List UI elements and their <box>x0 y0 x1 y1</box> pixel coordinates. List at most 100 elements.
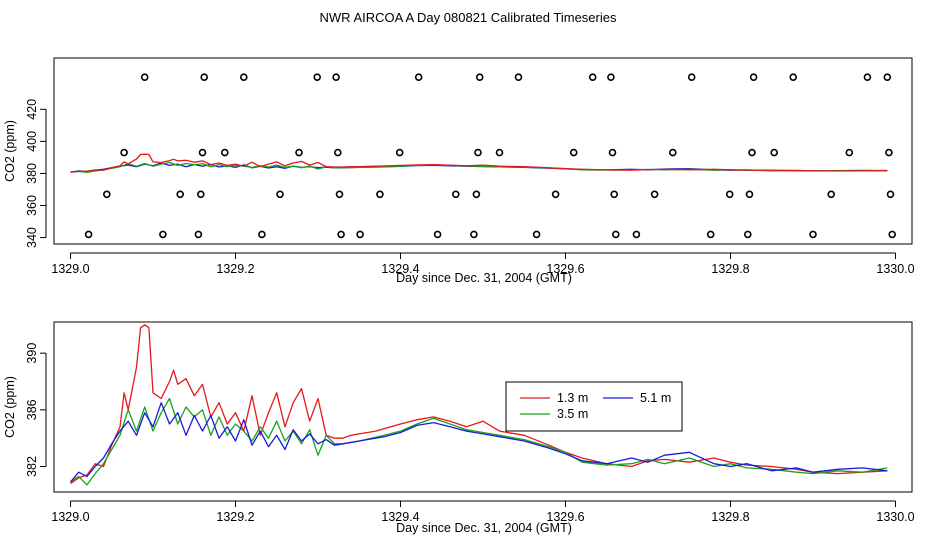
top-x-axis-label: Day since Dec. 31, 2004 (GMT) <box>396 271 572 285</box>
calibration-point <box>551 190 560 199</box>
calibration-point <box>474 148 482 157</box>
top-x-tick-label: 1329.6 <box>546 262 584 276</box>
top-series-lines <box>70 153 888 173</box>
calibration-point <box>332 73 340 81</box>
calibration-point <box>433 230 442 239</box>
calibration-point <box>610 190 619 199</box>
calibration-point <box>475 73 484 81</box>
top-plot-frame <box>53 57 913 245</box>
calibration-point <box>276 190 284 199</box>
bottom-x-tick-label: 1329.4 <box>381 510 419 524</box>
bottom-y-axis-label: CO2 (ppm) <box>3 376 17 438</box>
calibration-point <box>706 230 715 239</box>
legend-label-3-5m: 3.5 m <box>557 407 588 421</box>
top-y-tick-label: 360 <box>25 195 39 216</box>
calibration-point <box>198 148 207 157</box>
calibration-point <box>749 73 758 81</box>
bottom-y-tick-label: 382 <box>25 456 39 477</box>
calibration-point <box>258 230 266 239</box>
top-y-tick-label: 420 <box>25 99 39 120</box>
bottom-x-tick-label: 1329.8 <box>711 510 749 524</box>
legend: 1.3 m 5.1 m 3.5 m <box>505 381 683 432</box>
bottom-line-1-3-m <box>70 324 888 485</box>
calibration-point <box>608 148 617 157</box>
calibration-point <box>632 230 641 239</box>
top-y-tick-label: 400 <box>25 131 39 152</box>
calibration-point <box>886 190 895 199</box>
calibration-point <box>451 190 460 199</box>
bottom-x-axis-label: Day since Dec. 31, 2004 (GMT) <box>396 521 572 535</box>
top-line-1-3-m <box>70 153 888 173</box>
bottom-series-lines <box>69 324 888 486</box>
calibration-point <box>863 73 872 81</box>
calibration-point <box>140 73 149 81</box>
calibration-point <box>414 73 423 81</box>
legend-box <box>505 381 683 432</box>
calibration-point <box>650 190 659 199</box>
top-x-tick-label: 1329.8 <box>711 262 749 276</box>
chart-title: NWR AIRCOA A Day 080821 Calibrated Times… <box>320 10 617 25</box>
top-calibration-points <box>84 73 897 239</box>
calibration-point <box>888 230 897 239</box>
calibration-point <box>295 148 303 157</box>
top-x-tick-label: 1329.4 <box>381 262 419 276</box>
calibration-point <box>333 148 342 157</box>
top-y-tick-label: 380 <box>25 163 39 184</box>
calibration-point <box>789 73 798 81</box>
calibration-point <box>176 190 184 199</box>
calibration-point <box>885 148 893 157</box>
bottom-y-tick-label: 390 <box>25 343 39 364</box>
calibration-point <box>337 230 345 239</box>
calibration-point <box>84 230 93 239</box>
bottom-x-tick-label: 1329.2 <box>216 510 254 524</box>
bottom-x-tick-label: 1330.0 <box>876 510 914 524</box>
calibration-point <box>743 230 752 239</box>
calibration-point <box>194 230 203 239</box>
top-axes: 1329.0 1329.2 1329.4 1329.6 1329.8 1330.0 340 3… <box>25 99 915 276</box>
bottom-plot-frame <box>53 321 913 493</box>
calibration-point <box>200 73 208 81</box>
calibration-point <box>470 230 478 239</box>
bottom-line-5-1-m <box>69 402 888 483</box>
calibration-point <box>588 73 597 81</box>
calibration-point <box>221 148 229 157</box>
bottom-x-tick-label: 1329.6 <box>546 510 584 524</box>
calibration-point <box>472 190 481 199</box>
calibration-point <box>687 73 696 81</box>
calibration-point <box>809 230 817 239</box>
calibration-point <box>748 148 756 157</box>
calibration-point <box>197 190 205 199</box>
calibration-point <box>532 230 541 239</box>
top-x-tick-label: 1330.0 <box>876 262 914 276</box>
calibration-point <box>395 148 404 157</box>
bottom-line-3-5-m <box>70 397 888 486</box>
calibration-point <box>103 190 111 199</box>
top-y-axis-label: CO2 (ppm) <box>3 120 17 182</box>
top-y-tick-label: 340 <box>25 227 39 248</box>
bottom-y-tick-label: 386 <box>25 399 39 420</box>
calibration-point <box>745 190 754 199</box>
calibration-point <box>356 230 364 239</box>
calibration-point <box>495 148 504 157</box>
calibration-point <box>240 73 248 81</box>
calibration-point <box>514 73 523 81</box>
calibration-point <box>607 73 615 81</box>
calibration-point <box>120 148 128 157</box>
calibration-point <box>159 230 167 239</box>
calibration-point <box>376 190 384 199</box>
legend-label-5-1m: 5.1 m <box>640 391 671 405</box>
legend-label-1-3m: 1.3 m <box>557 391 588 405</box>
calibration-point <box>313 73 322 81</box>
bottom-axes: 1329.0 1329.2 1329.4 1329.6 1329.8 1330.0 382 3… <box>25 343 915 524</box>
calibration-point <box>770 148 779 157</box>
calibration-point <box>569 148 578 157</box>
bottom-x-tick-label: 1329.0 <box>51 510 89 524</box>
calibration-point <box>611 230 620 239</box>
top-x-tick-label: 1329.0 <box>51 262 89 276</box>
bottom-panel: 1329.0 1329.2 1329.4 1329.6 1329.8 1330.0 382 3… <box>3 321 915 535</box>
calibration-point <box>845 148 854 157</box>
top-line-3-5-m <box>70 161 888 173</box>
calibration-point <box>883 73 892 81</box>
top-panel: 1329.0 1329.2 1329.4 1329.6 1329.8 1330.0 340 3… <box>3 57 915 285</box>
